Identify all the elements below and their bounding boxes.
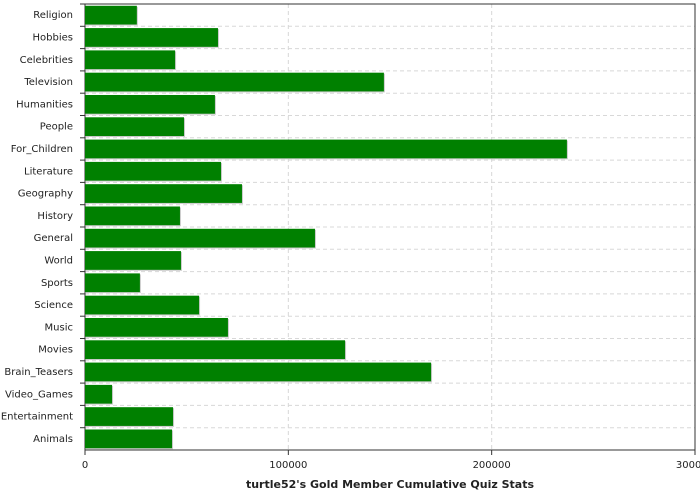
y-tick-label: General: [34, 233, 73, 244]
bar: [85, 362, 432, 382]
y-tick-label: Music: [45, 322, 73, 333]
y-tick-label: Humanities: [16, 99, 73, 110]
y-tick-label: Hobbies: [33, 32, 73, 43]
bar: [85, 206, 180, 226]
y-tick-label: Sports: [41, 278, 73, 289]
y-tick-label: History: [37, 211, 73, 222]
chart-title: turtle52's Gold Member Cumulative Quiz S…: [246, 478, 534, 491]
bar: [85, 295, 200, 315]
bar: [85, 139, 567, 159]
y-tick-label: Television: [23, 77, 73, 88]
y-tick-label: Geography: [18, 189, 73, 200]
y-tick-label: Animals: [33, 434, 73, 445]
bar: [85, 340, 346, 360]
y-tick-label: Literature: [24, 166, 73, 177]
bar: [85, 251, 181, 270]
bar: [85, 429, 173, 449]
y-tick-label: Brain_Teasers: [4, 367, 73, 378]
bar: [85, 117, 185, 137]
bar: [85, 228, 315, 248]
bar: [85, 50, 176, 70]
x-tick-label: 0: [82, 460, 88, 471]
y-tick-label: Religion: [33, 10, 73, 21]
bar: [85, 5, 137, 25]
x-tick-label: 300000: [676, 460, 700, 471]
y-tick-label: Entertainment: [1, 412, 73, 423]
y-tick-label: For_Children: [11, 144, 73, 155]
bar: [85, 184, 242, 203]
y-tick-label: World: [44, 255, 73, 266]
bar: [85, 407, 174, 426]
bar: [85, 317, 228, 337]
bar: [85, 161, 222, 181]
x-tick-label: 200000: [473, 460, 511, 471]
bar: [85, 273, 140, 293]
y-tick-label: People: [40, 122, 73, 133]
bar: [85, 72, 384, 92]
y-tick-label: Science: [34, 300, 73, 311]
y-tick-label: Movies: [38, 345, 73, 356]
x-tick-label: 100000: [269, 460, 307, 471]
y-tick-label: Celebrities: [20, 55, 73, 66]
bar: [85, 28, 218, 47]
y-tick-label: Video_Games: [5, 389, 73, 400]
bar: [85, 384, 113, 404]
bar: [85, 94, 215, 114]
